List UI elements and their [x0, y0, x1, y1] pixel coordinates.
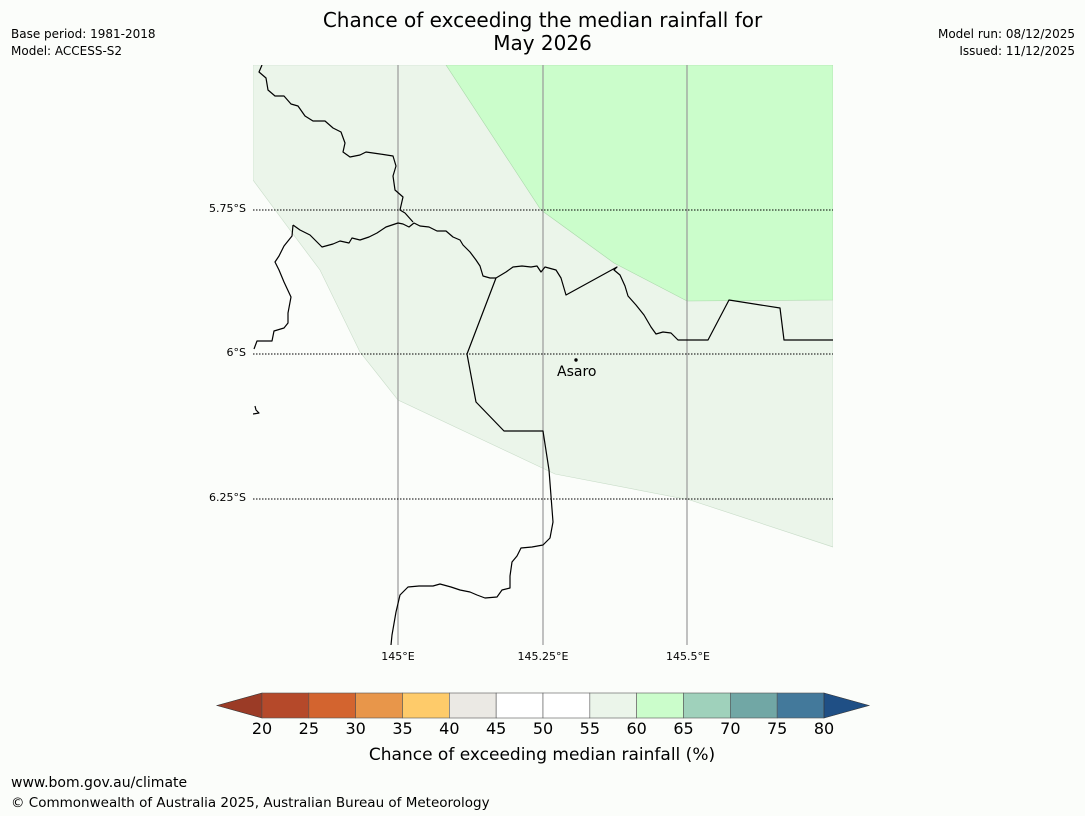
- colorbar-tick-70: 70: [720, 719, 741, 738]
- place-marker-dot: [574, 358, 578, 362]
- colorbar-segment-45-50: [495, 692, 544, 719]
- colorbar-tick-50: 50: [532, 719, 554, 738]
- colorbar-segment-60-65: [636, 692, 684, 719]
- colorbar-tick-40: 40: [439, 719, 460, 738]
- colorbar-segment-55-60: [589, 692, 637, 719]
- base-period-text: Base period: 1981-2018: [11, 27, 156, 41]
- colorbar-under-arrow: [215, 692, 263, 719]
- colorbar-tick-20: 20: [251, 719, 273, 738]
- colorbar-tick-55: 55: [579, 719, 600, 738]
- issued-text: Issued: 11/12/2025: [959, 44, 1075, 58]
- colorbar-segment-35-40: [402, 692, 450, 719]
- model-text: Model: ACCESS-S2: [11, 44, 123, 58]
- lat-label-6-25s: 6.25°S: [209, 491, 246, 504]
- colorbar-segment-75-80: [776, 692, 825, 719]
- footer-url: www.bom.gov.au/climate: [11, 775, 188, 791]
- graticule-parallels: [253, 209, 833, 500]
- colorbar-tick-25: 25: [298, 719, 319, 738]
- colorbar-segment-65-70: [683, 692, 731, 719]
- colorbar-segment-30-35: [355, 692, 403, 719]
- colorbar-tick-75: 75: [766, 719, 788, 738]
- colorbar: [215, 692, 871, 719]
- footer-copyright: © Commonwealth of Australia 2025, Austra…: [11, 795, 490, 811]
- colorbar-tick-60: 60: [626, 719, 647, 738]
- colorbar-label: Chance of exceeding median rainfall (%): [368, 745, 716, 765]
- colorbar-tick-35: 35: [392, 719, 413, 738]
- colorbar-tick-65: 65: [673, 719, 694, 738]
- colorbar-segment-50-55: [542, 692, 591, 719]
- place-label: Asaro: [557, 364, 597, 380]
- graticule-meridians: [397, 65, 688, 645]
- province-boundaries: [253, 65, 833, 645]
- colorbar-tick-80: 80: [813, 719, 835, 738]
- map-title-line1: Chance of exceeding the median rainfall …: [322, 8, 763, 32]
- lon-label-145e: 145°E: [381, 650, 415, 663]
- colorbar-segment-25-30: [308, 692, 356, 719]
- map-title-line2: May 2026: [493, 31, 592, 55]
- colorbar-over-arrow: [823, 692, 871, 719]
- colorbar-segment-70-75: [730, 692, 778, 719]
- lon-label-145-25e: 145.25°E: [517, 650, 569, 663]
- colorbar-tick-45: 45: [485, 719, 507, 738]
- colorbar-segment-20-25: [261, 692, 310, 719]
- colorbar-segment-40-45: [449, 692, 497, 719]
- lon-label-145-5e: 145.5°E: [666, 650, 710, 663]
- colorbar-tick-30: 30: [345, 719, 366, 738]
- lat-label-6s: 6°S: [226, 346, 246, 359]
- model-run-text: Model run: 08/12/2025: [937, 27, 1075, 41]
- lat-label-5-75s: 5.75°S: [209, 202, 246, 215]
